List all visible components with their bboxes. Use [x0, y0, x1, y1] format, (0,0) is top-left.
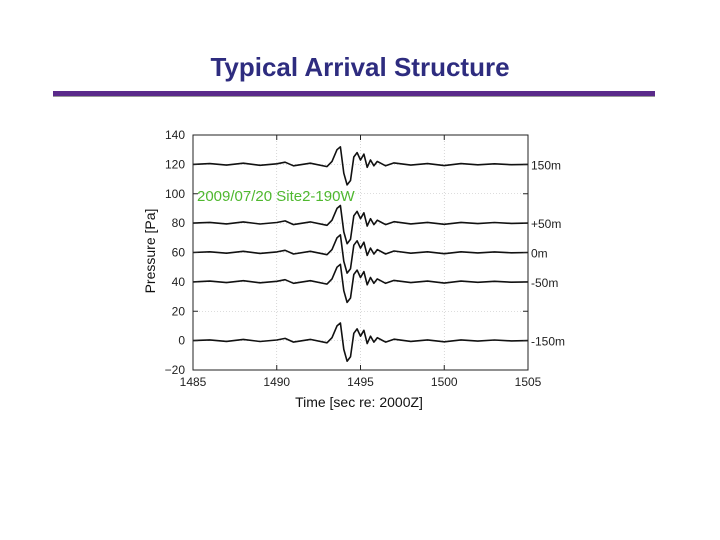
slide-title: Typical Arrival Structure [210, 52, 510, 82]
y-tick-label: 120 [165, 157, 185, 171]
y-tick-label: −20 [165, 363, 186, 377]
y-tick-label: 80 [172, 216, 186, 230]
title-underline-shadow [53, 96, 655, 97]
y-axis-label: Pressure [Pa] [142, 209, 158, 294]
x-tick-label: 1490 [263, 375, 290, 389]
y-tick-label: 20 [172, 304, 186, 318]
x-tick-label: 1485 [180, 375, 207, 389]
y-tick-label: 140 [165, 128, 185, 142]
trace-line [192, 263, 529, 304]
series-label: -50m [531, 276, 558, 290]
series-label: +50m [531, 217, 561, 231]
pressure-chart: 150m +50m 0m -50m -150m 140 120 100 80 60 40 20 0 −2… [142, 128, 565, 410]
y-tick-label: 0 [178, 334, 185, 348]
chart-annotation: 2009/07/20 Site2-190W [197, 188, 355, 205]
trace-line [192, 234, 529, 274]
y-tick-label: 60 [172, 246, 186, 260]
x-axis-label: Time [sec re: 2000Z] [295, 394, 423, 410]
series-label: -150m [531, 335, 565, 349]
y-tick-label: 40 [172, 275, 186, 289]
x-tick-label: 1500 [431, 375, 458, 389]
series-label: 150m [531, 158, 561, 172]
x-tick-label: 1505 [515, 375, 542, 389]
chart-traces: 150m +50m 0m -50m -150m [192, 145, 565, 362]
trace-line [192, 322, 529, 362]
series-label: 0m [531, 247, 548, 261]
trace-line [192, 145, 529, 186]
y-tick-label: 100 [165, 187, 185, 201]
x-tick-label: 1495 [347, 375, 374, 389]
trace-line [192, 204, 529, 245]
title-underline [53, 91, 655, 96]
